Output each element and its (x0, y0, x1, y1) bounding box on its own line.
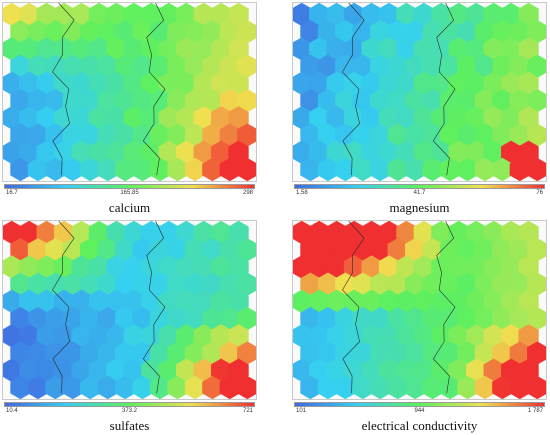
calcium-mid-label: 165.85 (120, 190, 139, 196)
magnesium-title: magnesium (389, 200, 450, 215)
sulfates-colorbar-ticks: 10.4 373.2 721 (4, 408, 255, 416)
sulfates-panel: 10.4 373.2 721 sulfates (2, 220, 257, 433)
magnesium-colorbar-ticks: 1.58 41.7 76 (294, 190, 545, 198)
calcium-max-label: 298 (242, 190, 253, 196)
conductivity-mid-label: 944 (414, 408, 425, 414)
calcium-heatmap (2, 2, 257, 182)
hex-cell (527, 375, 546, 399)
conductivity-colorbar (294, 402, 545, 407)
sulfates-min-label: 10.4 (6, 408, 18, 414)
calcium-colorbar (4, 184, 255, 189)
conductivity-title: electrical conductivity (361, 418, 478, 433)
cluster-boundary (52, 3, 75, 176)
calcium-title: calcium (108, 200, 151, 215)
magnesium-heatmap (292, 2, 547, 182)
calcium-min-label: 16.7 (6, 190, 18, 196)
cluster-boundary (52, 221, 75, 394)
magnesium-panel: 1.58 41.7 76 magnesium (292, 2, 547, 215)
conductivity-colorbar-ticks: 101 944 1 787 (294, 408, 545, 416)
sulfates-heatmap (2, 220, 257, 400)
sulfates-colorbar (4, 402, 255, 407)
conductivity-heatmap (292, 220, 547, 400)
magnesium-min-label: 1.58 (296, 190, 308, 196)
magnesium-colorbar (294, 184, 545, 189)
sulfates-mid-label: 373.2 (121, 408, 138, 414)
hex-cell (237, 375, 256, 399)
cluster-boundary (142, 221, 166, 394)
cluster-boundary (342, 221, 365, 394)
cluster-boundary (342, 3, 365, 176)
calcium-colorbar-ticks: 16.7 165.85 298 (4, 190, 255, 198)
conductivity-panel: 101 944 1 787 electrical conductivity (292, 220, 547, 433)
magnesium-max-label: 76 (536, 190, 543, 196)
cluster-boundary (142, 3, 166, 176)
conductivity-min-label: 101 (296, 408, 307, 414)
calcium-panel: 16.7 165.85 298 calcium (2, 2, 257, 215)
sulfates-max-label: 721 (242, 408, 253, 414)
hex-cell (237, 157, 256, 181)
sulfates-title: sulfates (109, 418, 150, 433)
cluster-boundary (432, 3, 456, 176)
cluster-boundary (432, 221, 456, 394)
hex-cell (527, 157, 546, 181)
magnesium-mid-label: 41.7 (413, 190, 426, 196)
conductivity-max-label: 1 787 (527, 408, 543, 414)
